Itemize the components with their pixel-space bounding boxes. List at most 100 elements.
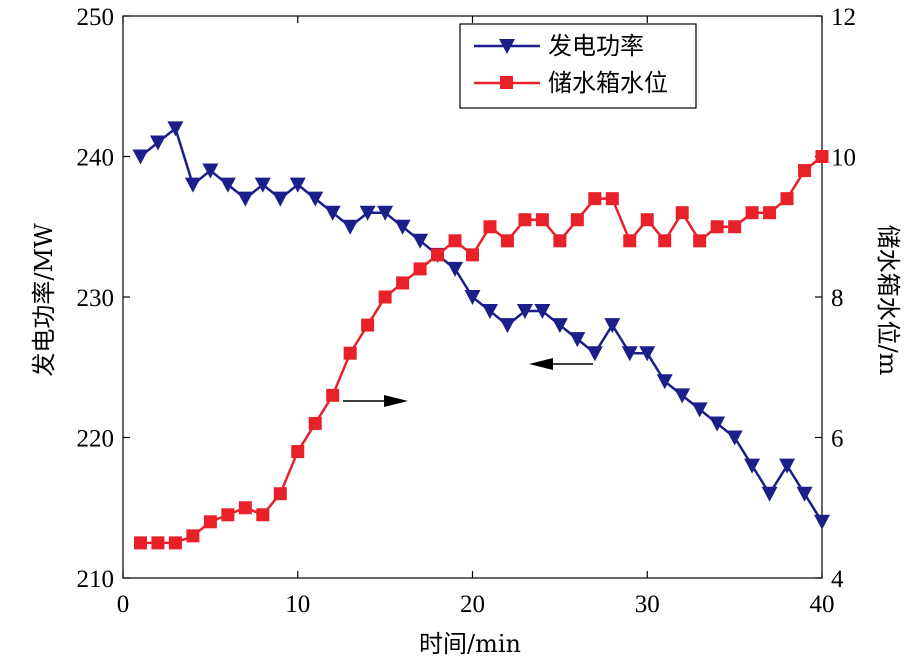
data-point [656, 374, 673, 390]
data-point [377, 205, 394, 221]
y-right-tick-label: 12 [831, 4, 856, 31]
data-point [464, 290, 481, 305]
data-point [326, 388, 340, 402]
data-point [396, 276, 410, 290]
data-point [815, 150, 829, 163]
data-point [710, 220, 724, 234]
data-point [394, 219, 411, 235]
data-point [466, 248, 479, 262]
series-line [140, 155, 823, 545]
series-power [132, 121, 830, 530]
data-point [640, 213, 654, 227]
y-left-tick-label: 210 [77, 566, 115, 593]
data-point [779, 458, 796, 474]
data-point [447, 261, 464, 277]
data-point [726, 430, 743, 446]
data-point [167, 121, 184, 137]
data-point [254, 177, 271, 193]
data-point [448, 234, 462, 248]
data-point [551, 318, 568, 334]
data-point [604, 318, 621, 334]
data-point [535, 213, 549, 227]
data-point [307, 191, 324, 207]
x-tick-label: 40 [810, 591, 835, 618]
data-point [693, 234, 707, 248]
data-point [431, 248, 445, 262]
data-point [499, 318, 516, 334]
y-right-tick-label: 6 [831, 426, 844, 453]
data-point [378, 290, 392, 304]
y-right-tick-label: 4 [831, 566, 844, 593]
x-tick-label: 0 [117, 591, 130, 618]
data-point [413, 262, 427, 276]
data-point [516, 304, 533, 320]
x-tick-label: 20 [460, 591, 485, 618]
annotations [343, 358, 593, 407]
y-right-tick-label: 10 [831, 145, 856, 172]
data-point [745, 206, 759, 220]
data-point [605, 192, 619, 206]
y-left-axis-label: 发电功率/MW [30, 223, 58, 377]
data-point [186, 529, 200, 543]
data-point [639, 346, 656, 362]
arrow-right-head [384, 395, 408, 407]
data-point [621, 346, 638, 362]
data-point [133, 536, 147, 550]
data-point [308, 416, 322, 430]
data-point [623, 234, 637, 248]
data-point [237, 191, 254, 207]
axis-ticks: 0 10 20 30 40 210 220 230 240 250 4 6 8 10 12 [77, 4, 857, 618]
data-point [588, 192, 602, 206]
data-point [586, 346, 603, 362]
data-point [763, 206, 777, 220]
data-point [483, 220, 497, 234]
x-tick-label: 30 [635, 591, 660, 618]
data-point [291, 445, 305, 459]
data-point [709, 416, 726, 432]
data-point [569, 332, 586, 348]
legend: 发电功率 储水箱水位 [459, 23, 697, 109]
data-point [168, 536, 182, 550]
data-point [151, 536, 165, 550]
data-point [238, 501, 252, 515]
data-point [570, 213, 584, 227]
data-point [219, 177, 236, 193]
data-point [780, 192, 794, 206]
data-point [203, 515, 217, 529]
data-point [221, 508, 235, 522]
x-tick-label: 10 [285, 591, 310, 618]
x-axis-label: 时间/min [419, 630, 521, 658]
data-point [796, 486, 813, 502]
y-left-tick-label: 250 [77, 4, 115, 31]
data-point [481, 304, 498, 320]
data-point [202, 163, 219, 179]
legend-marker-power [499, 39, 515, 54]
arrow-left-head [529, 358, 553, 370]
y-right-tick-label: 8 [831, 285, 844, 312]
y-left-tick-label: 220 [77, 426, 115, 453]
data-point [761, 486, 778, 502]
data-point [500, 234, 514, 248]
y-left-tick-label: 240 [77, 145, 115, 172]
legend-label-level: 储水箱水位 [548, 69, 668, 97]
data-point [518, 213, 532, 227]
data-point [744, 458, 761, 474]
data-point [289, 177, 306, 193]
data-point [359, 205, 376, 221]
data-point [149, 135, 166, 151]
data-point [361, 318, 375, 332]
data-point [798, 164, 812, 178]
data-point [814, 514, 830, 530]
data-point [728, 220, 742, 234]
data-point [675, 206, 689, 220]
data-point [534, 304, 551, 320]
data-point [691, 402, 708, 418]
data-point [273, 487, 287, 501]
data-point [256, 508, 270, 522]
series-water-level [133, 150, 829, 550]
data-point [343, 346, 357, 360]
data-point [412, 233, 429, 249]
series-line [139, 127, 824, 523]
data-point [658, 234, 672, 248]
